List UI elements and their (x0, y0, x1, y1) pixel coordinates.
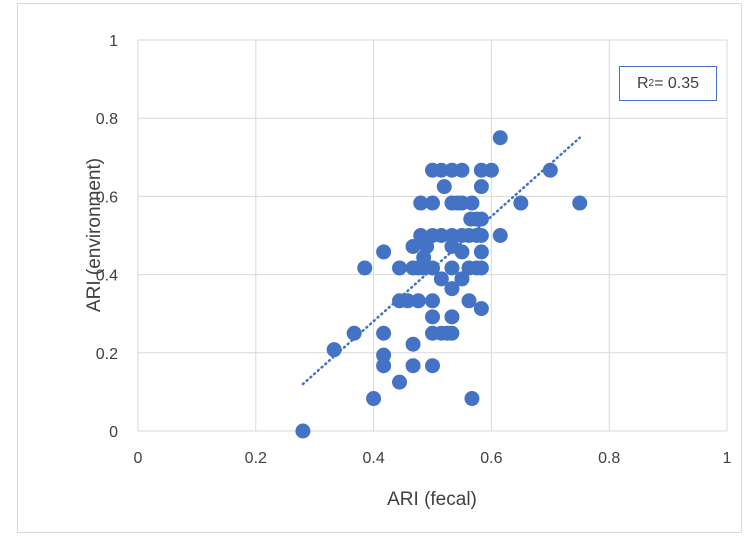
data-points (295, 130, 588, 439)
data-point (326, 342, 342, 358)
data-point (454, 271, 470, 287)
x-tick-label: 0.4 (362, 450, 384, 467)
y-tick-label: 0 (109, 424, 118, 441)
data-point (433, 228, 449, 243)
data-point (542, 162, 558, 178)
data-point (392, 374, 408, 390)
data-point (410, 293, 426, 309)
y-tick-labels: 0 0.2 0.4 0.6 0.8 1 (96, 33, 118, 441)
data-point (425, 195, 440, 211)
data-point (483, 162, 499, 178)
data-point (433, 271, 449, 287)
r2-superscript: 2 (648, 78, 655, 89)
data-point (454, 162, 470, 178)
x-axis-title: ARI (fecal) (387, 489, 477, 510)
y-tick-label: 1 (109, 33, 118, 50)
data-point (425, 293, 440, 309)
x-tick-label: 0 (134, 450, 143, 467)
data-point (346, 325, 362, 341)
data-point (444, 325, 460, 341)
data-point (473, 244, 489, 260)
data-point (473, 179, 489, 195)
data-point (400, 293, 416, 309)
data-point (444, 281, 460, 297)
data-point (405, 336, 421, 352)
data-point (376, 244, 392, 260)
data-point (473, 301, 489, 317)
y-tick-label: 0.8 (96, 111, 118, 128)
data-point (392, 260, 408, 276)
data-point (425, 260, 440, 276)
data-point (425, 358, 440, 374)
data-point (413, 228, 429, 243)
y-tick-label: 0.6 (96, 189, 118, 206)
data-point (513, 195, 529, 211)
data-point (405, 358, 421, 374)
x-tick-labels: 0 0.2 0.4 0.6 0.8 1 (134, 450, 732, 467)
data-point (492, 228, 508, 243)
data-point (464, 391, 480, 407)
data-point (473, 228, 489, 243)
data-point (357, 260, 373, 276)
trendline-path (301, 136, 581, 386)
data-point (492, 130, 508, 146)
data-point (436, 179, 452, 195)
y-tick-label: 0.2 (96, 346, 118, 363)
x-tick-label: 0.6 (480, 450, 502, 467)
data-point (405, 238, 421, 254)
data-point (413, 195, 429, 211)
data-point (444, 309, 460, 325)
r2-prefix: R (636, 74, 649, 92)
data-point (444, 260, 460, 276)
x-tick-label: 1 (723, 450, 732, 467)
r2-value: = 0.35 (654, 74, 700, 92)
data-point (473, 260, 489, 276)
data-point (376, 347, 392, 363)
data-point (419, 238, 435, 254)
data-point (464, 195, 480, 211)
data-point (454, 244, 470, 260)
data-point (461, 293, 477, 309)
y-tick-label: 0.4 (96, 268, 118, 285)
data-point (376, 325, 392, 341)
x-tick-label: 0.8 (598, 450, 620, 467)
y-axis-title: ARI (environment) (84, 158, 105, 312)
data-point (366, 391, 382, 407)
data-point (473, 211, 489, 227)
data-point (376, 358, 392, 374)
data-point (433, 162, 449, 178)
data-point (425, 309, 440, 325)
x-tick-label: 0.2 (245, 450, 267, 467)
data-point (295, 423, 311, 439)
data-point (572, 195, 588, 211)
trendline (301, 136, 581, 386)
